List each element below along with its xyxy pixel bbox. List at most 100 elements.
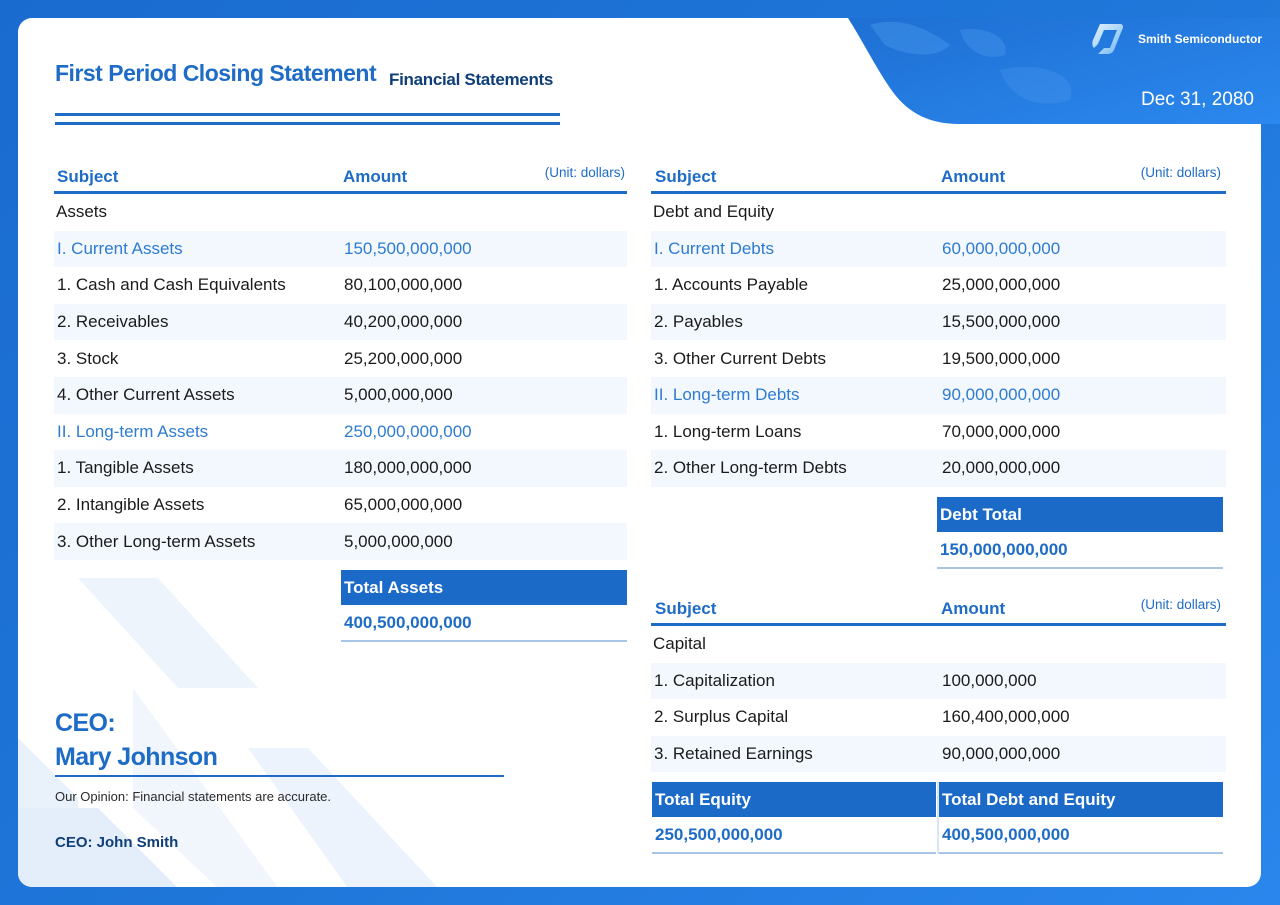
row-subject: 4. Other Current Assets bbox=[57, 385, 235, 405]
table-row: 1. Cash and Cash Equivalents 80,100,000,… bbox=[54, 267, 627, 304]
total-equity-block: Total Equity 250,500,000,000 bbox=[652, 782, 936, 854]
total-debt-equity-block: Total Debt and Equity 400,500,000,000 bbox=[937, 782, 1223, 854]
amount-header: Amount bbox=[941, 599, 1006, 618]
row-subject: 3. Other Long-term Assets bbox=[57, 531, 256, 551]
debt-table: Subject Amount (Unit: dollars) Debt and … bbox=[651, 158, 1226, 487]
row-subject: Debt and Equity bbox=[653, 202, 774, 222]
ceo-signature: CEO: John Smith bbox=[55, 834, 179, 851]
row-subject: 1. Cash and Cash Equivalents bbox=[57, 275, 286, 295]
subject-header: Subject bbox=[655, 167, 717, 186]
assets-table-header: Subject Amount (Unit: dollars) bbox=[54, 158, 627, 194]
table-row: 4. Other Current Assets 5,000,000,000 bbox=[54, 376, 627, 414]
row-subject: 2. Intangible Assets bbox=[57, 495, 205, 515]
row-subject: 3. Retained Earnings bbox=[654, 744, 813, 764]
row-amount: 25,200,000,000 bbox=[344, 348, 463, 368]
row-subject: 1. Long-term Loans bbox=[654, 421, 802, 441]
row-subject: 3. Other Current Debts bbox=[654, 348, 826, 368]
table-row: 3. Other Long-term Assets 5,000,000,000 bbox=[54, 523, 627, 560]
table-row: 1. Tangible Assets 180,000,000,000 bbox=[54, 450, 627, 487]
table-row: 3. Other Current Debts 19,500,000,000 bbox=[651, 340, 1226, 377]
table-row: II. Long-term Debts 90,000,000,000 bbox=[651, 376, 1226, 414]
table-row: Capital bbox=[651, 626, 1226, 663]
total-debt-equity-label: Total Debt and Equity bbox=[939, 782, 1223, 817]
row-amount: 40,200,000,000 bbox=[344, 312, 463, 332]
total-assets-label: Total Assets bbox=[341, 570, 627, 605]
subject-header: Subject bbox=[57, 167, 119, 186]
row-subject: Capital bbox=[653, 634, 706, 654]
row-subject: I. Current Assets bbox=[57, 238, 183, 258]
row-subject: 1. Accounts Payable bbox=[654, 275, 809, 295]
row-amount: 19,500,000,000 bbox=[942, 348, 1061, 368]
total-debt-equity-value: 400,500,000,000 bbox=[939, 817, 1223, 854]
row-amount: 80,100,000,000 bbox=[344, 275, 463, 295]
row-subject: 1. Capitalization bbox=[654, 670, 775, 690]
total-assets-value: 400,500,000,000 bbox=[341, 605, 627, 642]
row-amount: 90,000,000,000 bbox=[942, 385, 1061, 405]
ceo-block: CEO: Mary Johnson bbox=[55, 706, 218, 774]
page-title: First Period Closing Statement bbox=[55, 60, 377, 86]
row-amount: 5,000,000,000 bbox=[344, 531, 453, 551]
page-subtitle: Financial Statements bbox=[389, 70, 554, 89]
row-amount: 25,000,000,000 bbox=[942, 275, 1061, 295]
ceo-name: Mary Johnson bbox=[55, 743, 218, 771]
company-brand: Smith Semiconductor bbox=[1090, 22, 1262, 56]
debt-total-label: Debt Total bbox=[937, 497, 1223, 532]
row-subject: II. Long-term Debts bbox=[654, 385, 800, 405]
row-subject: 2. Receivables bbox=[57, 312, 169, 332]
table-row: 2. Payables 15,500,000,000 bbox=[651, 303, 1226, 341]
row-amount: 20,000,000,000 bbox=[942, 458, 1061, 478]
table-row: 2. Surplus Capital 160,400,000,000 bbox=[651, 699, 1226, 736]
title-divider-top bbox=[55, 113, 560, 116]
row-subject: II. Long-term Assets bbox=[57, 421, 209, 441]
table-row: I. Current Debts 60,000,000,000 bbox=[651, 230, 1226, 268]
row-amount: 150,500,000,000 bbox=[344, 238, 472, 258]
ceo-divider bbox=[55, 775, 504, 777]
assets-table: Subject Amount (Unit: dollars) Assets I.… bbox=[54, 158, 627, 560]
row-subject: 1. Tangible Assets bbox=[57, 458, 194, 478]
company-name: Smith Semiconductor bbox=[1138, 32, 1263, 46]
ribbon-logo-icon bbox=[1092, 24, 1124, 54]
row-amount: 5,000,000,000 bbox=[344, 385, 453, 405]
ceo-label: CEO: bbox=[55, 709, 116, 737]
table-row: 1. Capitalization 100,000,000 bbox=[651, 662, 1226, 700]
row-amount: 65,000,000,000 bbox=[344, 495, 463, 515]
table-row: 2. Receivables 40,200,000,000 bbox=[54, 303, 627, 341]
debt-total-block: Debt Total 150,000,000,000 bbox=[937, 497, 1223, 569]
table-row: 3. Stock 25,200,000,000 bbox=[54, 340, 627, 377]
title-divider-bottom bbox=[55, 122, 560, 125]
unit-label: (Unit: dollars) bbox=[1140, 597, 1221, 612]
table-row: 2. Intangible Assets 65,000,000,000 bbox=[54, 487, 627, 524]
total-equity-label: Total Equity bbox=[652, 782, 936, 817]
row-amount: 250,000,000,000 bbox=[344, 421, 472, 441]
amount-header: Amount bbox=[941, 167, 1006, 186]
table-row: 1. Accounts Payable 25,000,000,000 bbox=[651, 267, 1226, 304]
table-row: 1. Long-term Loans 70,000,000,000 bbox=[651, 414, 1226, 451]
opinion-text: Our Opinion: Financial statements are ac… bbox=[55, 789, 332, 804]
row-subject: 3. Stock bbox=[57, 348, 119, 368]
debt-total-value: 150,000,000,000 bbox=[937, 532, 1223, 569]
debt-table-header: Subject Amount (Unit: dollars) bbox=[651, 158, 1226, 194]
total-assets-block: Total Assets 400,500,000,000 bbox=[341, 570, 627, 642]
table-row: II. Long-term Assets 250,000,000,000 bbox=[54, 414, 627, 451]
statement-date: Dec 31, 2080 bbox=[1140, 89, 1254, 110]
subject-header: Subject bbox=[655, 599, 717, 618]
row-subject: 2. Other Long-term Debts bbox=[654, 458, 847, 478]
table-row: 3. Retained Earnings 90,000,000,000 bbox=[651, 735, 1226, 773]
row-amount: 100,000,000 bbox=[942, 670, 1037, 690]
table-row: I. Current Assets 150,500,000,000 bbox=[54, 230, 627, 268]
row-subject: I. Current Debts bbox=[654, 238, 774, 258]
equity-table: Subject Amount (Unit: dollars) Capital 1… bbox=[651, 590, 1226, 773]
row-subject: 2. Payables bbox=[654, 312, 743, 332]
total-equity-value: 250,500,000,000 bbox=[652, 817, 936, 854]
equity-table-header: Subject Amount (Unit: dollars) bbox=[651, 590, 1226, 626]
row-amount: 90,000,000,000 bbox=[942, 744, 1061, 764]
row-amount: 70,000,000,000 bbox=[942, 421, 1061, 441]
unit-label: (Unit: dollars) bbox=[1140, 165, 1221, 180]
row-subject: Assets bbox=[56, 202, 108, 222]
row-subject: 2. Surplus Capital bbox=[654, 707, 789, 727]
row-amount: 160,400,000,000 bbox=[942, 707, 1070, 727]
amount-header: Amount bbox=[343, 167, 408, 186]
row-amount: 180,000,000,000 bbox=[344, 458, 472, 478]
unit-label: (Unit: dollars) bbox=[544, 165, 625, 180]
table-row: Assets bbox=[54, 194, 627, 231]
